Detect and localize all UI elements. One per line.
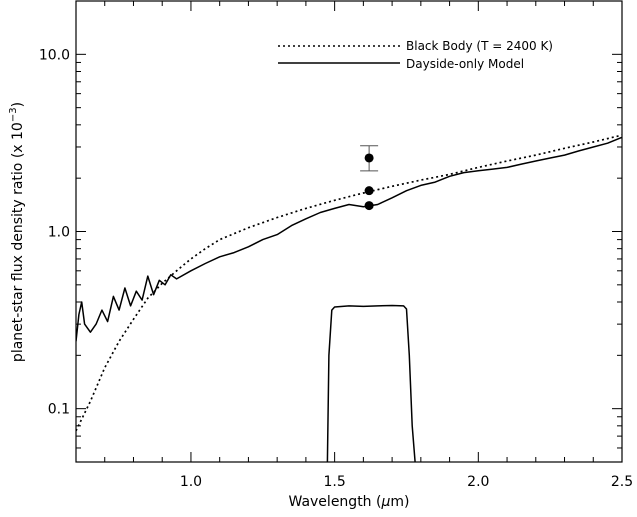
plot-frame (75, 0, 623, 463)
data-point-0 (364, 153, 374, 163)
x-axis-title: Wavelength (μm) (289, 494, 410, 510)
y-axis-title: planet-star flux density ratio (x 10−3) (8, 102, 26, 362)
x-tick-label: 2.0 (467, 474, 489, 490)
legend-label-dayside-model: Dayside-only Model (406, 57, 524, 71)
x-tick-label: 1.0 (180, 474, 202, 490)
y-tick-label: 0.1 (48, 402, 70, 418)
dayside-model-curve (76, 136, 622, 342)
black-body-curve (76, 134, 622, 432)
data-point-1 (364, 186, 374, 196)
filter-transmission-curve (326, 304, 416, 462)
x-tick-label: 2.5 (611, 474, 633, 490)
data-point-2 (364, 201, 374, 211)
legend-label-black-body: Black Body (T = 2400 K) (406, 39, 553, 53)
x-tick-label: 1.5 (323, 474, 345, 490)
legend: Black Body (T = 2400 K) Dayside-only Mod… (278, 39, 553, 71)
y-tick-label: 1.0 (48, 225, 70, 241)
y-tick-label: 10.0 (39, 47, 70, 63)
